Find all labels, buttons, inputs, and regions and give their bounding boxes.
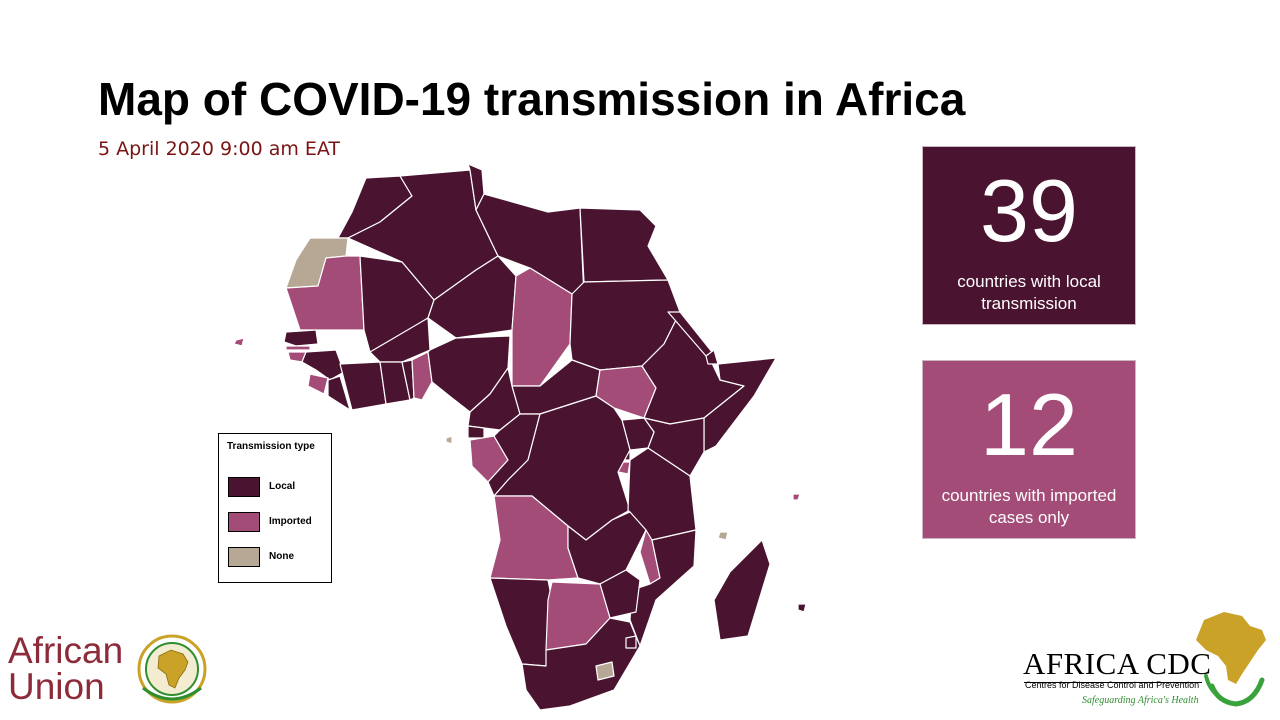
legend-swatch-imported bbox=[228, 512, 260, 532]
legend-label-none: None bbox=[269, 551, 294, 562]
africa-cdc-emblem-icon bbox=[1196, 612, 1266, 707]
country-burkina-faso bbox=[369, 317, 431, 363]
date-subtitle: 5 April 2020 9:00 am EAT bbox=[98, 138, 341, 160]
cdc-logo-title: AFRICA CDC bbox=[1023, 646, 1212, 681]
country-senegal bbox=[283, 329, 319, 347]
africa-cdc-logo: AFRICA CDC Centres for Disease Control a… bbox=[1020, 610, 1276, 714]
legend-label-local: Local bbox=[269, 481, 296, 492]
legend-swatch-none bbox=[228, 547, 260, 567]
country-guinea bbox=[301, 349, 345, 381]
au-emblem-icon bbox=[137, 634, 207, 704]
country-equatorial-guinea bbox=[467, 425, 485, 439]
country-gambia bbox=[285, 345, 311, 351]
imported-count: 12 bbox=[980, 375, 1078, 474]
page-title: Map of COVID-19 transmission in Africa bbox=[98, 73, 966, 125]
local-count: 39 bbox=[980, 161, 1078, 260]
country-sierra-leone bbox=[307, 373, 329, 395]
cdc-logo-subtitle: Centres for Disease Control and Preventi… bbox=[1025, 680, 1200, 690]
au-logo-line1: African bbox=[8, 630, 124, 671]
country-benin bbox=[411, 351, 433, 401]
country-s-o-tom-and-pr-ncipe bbox=[445, 435, 453, 445]
country-madagascar bbox=[713, 539, 771, 641]
country-liberia bbox=[327, 375, 351, 411]
country-eswatini bbox=[625, 635, 637, 649]
country-zambia bbox=[567, 511, 647, 585]
legend: Transmission type Local Imported None bbox=[218, 433, 332, 583]
country-mozambique bbox=[629, 529, 697, 647]
imported-cases-stat: 12 countries with imported cases only bbox=[922, 360, 1136, 539]
country-egypt bbox=[579, 207, 669, 283]
african-union-logo: African Union bbox=[8, 628, 213, 708]
country-chad bbox=[511, 267, 573, 387]
country-lesotho bbox=[595, 661, 615, 681]
legend-label-imported: Imported bbox=[269, 516, 312, 527]
country-seychelles bbox=[792, 493, 801, 501]
country-cabo-verde bbox=[233, 337, 245, 347]
local-transmission-stat: 39 countries with local transmission bbox=[922, 146, 1136, 325]
country-south-africa bbox=[521, 617, 641, 711]
country-comoros bbox=[717, 531, 729, 541]
country-namibia bbox=[489, 577, 553, 667]
legend-swatch-local bbox=[228, 477, 260, 497]
imported-count-label: countries with imported cases only bbox=[941, 486, 1117, 527]
au-logo-line2: Union bbox=[8, 666, 105, 707]
local-count-label: countries with local transmission bbox=[957, 272, 1101, 313]
country-mauritius bbox=[797, 603, 807, 613]
legend-title: Transmission type bbox=[227, 441, 315, 452]
cdc-logo-tagline: Safeguarding Africa's Health bbox=[1082, 695, 1199, 706]
